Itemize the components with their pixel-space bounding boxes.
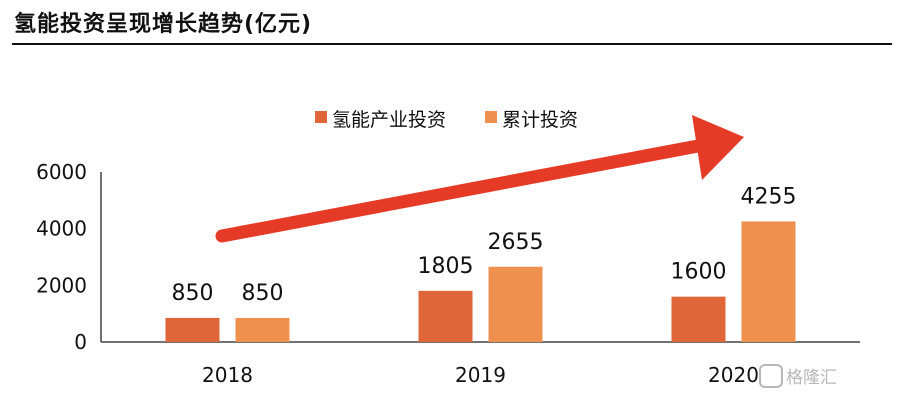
watermark-text: 格隆汇	[786, 368, 837, 388]
bar-2018-series-2	[235, 317, 290, 342]
watermark: 格隆汇	[759, 364, 837, 388]
data-labels: 850 850 1805 2655 1600 4255	[172, 184, 797, 305]
legend-label-series-2: 累计投资	[502, 109, 578, 131]
bar-2020-series-1	[671, 296, 726, 342]
data-label-2018-series-1: 850	[172, 281, 214, 306]
bar-2019-series-2	[488, 266, 543, 342]
data-label-2019-series-2: 2655	[488, 230, 544, 255]
x-tick-label-2018: 2018	[202, 363, 253, 387]
data-label-2020-series-1: 1600	[671, 260, 727, 285]
title-underline	[12, 43, 892, 45]
y-tick-labels: 0 2000 4000 6000	[36, 160, 87, 354]
trend-arrow-head	[692, 115, 744, 180]
legend-label-series-1: 氢能产业投资	[332, 109, 446, 131]
y-tick-label: 4000	[36, 217, 87, 241]
x-tick-label-2020: 2020	[708, 363, 759, 387]
glh-logo-icon	[759, 364, 783, 388]
x-tick-label-2019: 2019	[455, 363, 506, 387]
y-tick-label: 6000	[36, 160, 87, 184]
y-tick-label: 2000	[36, 273, 87, 297]
x-tick-labels: 2018 2019 2020	[202, 363, 759, 387]
trend-arrow	[215, 115, 744, 243]
bar-2020-series-2	[741, 221, 796, 342]
data-label-2019-series-1: 1805	[418, 254, 474, 279]
trend-arrow-shaft	[215, 139, 705, 243]
legend-swatch-series-2	[485, 111, 497, 123]
bar-2019-series-1	[418, 290, 473, 342]
legend-swatch-series-1	[315, 111, 327, 123]
chart-title: 氢能投资呈现增长趋势(亿元)	[14, 12, 313, 37]
data-label-2018-series-2: 850	[242, 281, 284, 306]
bar-2018-series-1	[165, 317, 220, 342]
y-tick-label: 0	[74, 330, 87, 354]
data-label-2020-series-2: 4255	[741, 184, 797, 209]
bars	[165, 221, 796, 342]
